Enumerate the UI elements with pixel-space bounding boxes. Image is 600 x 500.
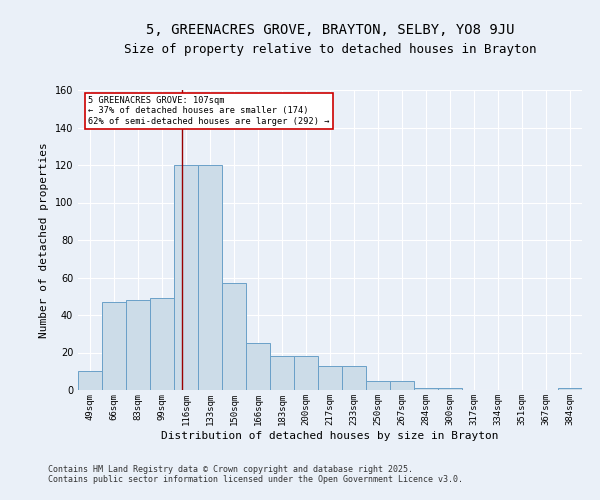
Y-axis label: Number of detached properties: Number of detached properties: [39, 142, 49, 338]
Bar: [78, 371, 102, 390]
Bar: [222, 283, 246, 390]
Bar: [150, 298, 174, 390]
Text: 5, GREENACRES GROVE, BRAYTON, SELBY, YO8 9JU: 5, GREENACRES GROVE, BRAYTON, SELBY, YO8…: [146, 22, 514, 36]
Bar: [174, 165, 198, 390]
Bar: [294, 356, 318, 390]
Bar: [246, 343, 270, 390]
Text: Contains HM Land Registry data © Crown copyright and database right 2025.: Contains HM Land Registry data © Crown c…: [48, 466, 413, 474]
Bar: [102, 302, 126, 390]
Text: 5 GREENACRES GROVE: 107sqm
← 37% of detached houses are smaller (174)
62% of sem: 5 GREENACRES GROVE: 107sqm ← 37% of deta…: [88, 96, 329, 126]
Bar: [390, 380, 414, 390]
Bar: [126, 300, 150, 390]
Bar: [318, 366, 342, 390]
Bar: [558, 388, 582, 390]
Text: Size of property relative to detached houses in Brayton: Size of property relative to detached ho…: [124, 42, 536, 56]
Bar: [198, 165, 222, 390]
Bar: [270, 356, 294, 390]
Bar: [342, 366, 366, 390]
Bar: [438, 388, 462, 390]
X-axis label: Distribution of detached houses by size in Brayton: Distribution of detached houses by size …: [161, 430, 499, 440]
Bar: [366, 380, 390, 390]
Text: Contains public sector information licensed under the Open Government Licence v3: Contains public sector information licen…: [48, 476, 463, 484]
Bar: [414, 388, 438, 390]
